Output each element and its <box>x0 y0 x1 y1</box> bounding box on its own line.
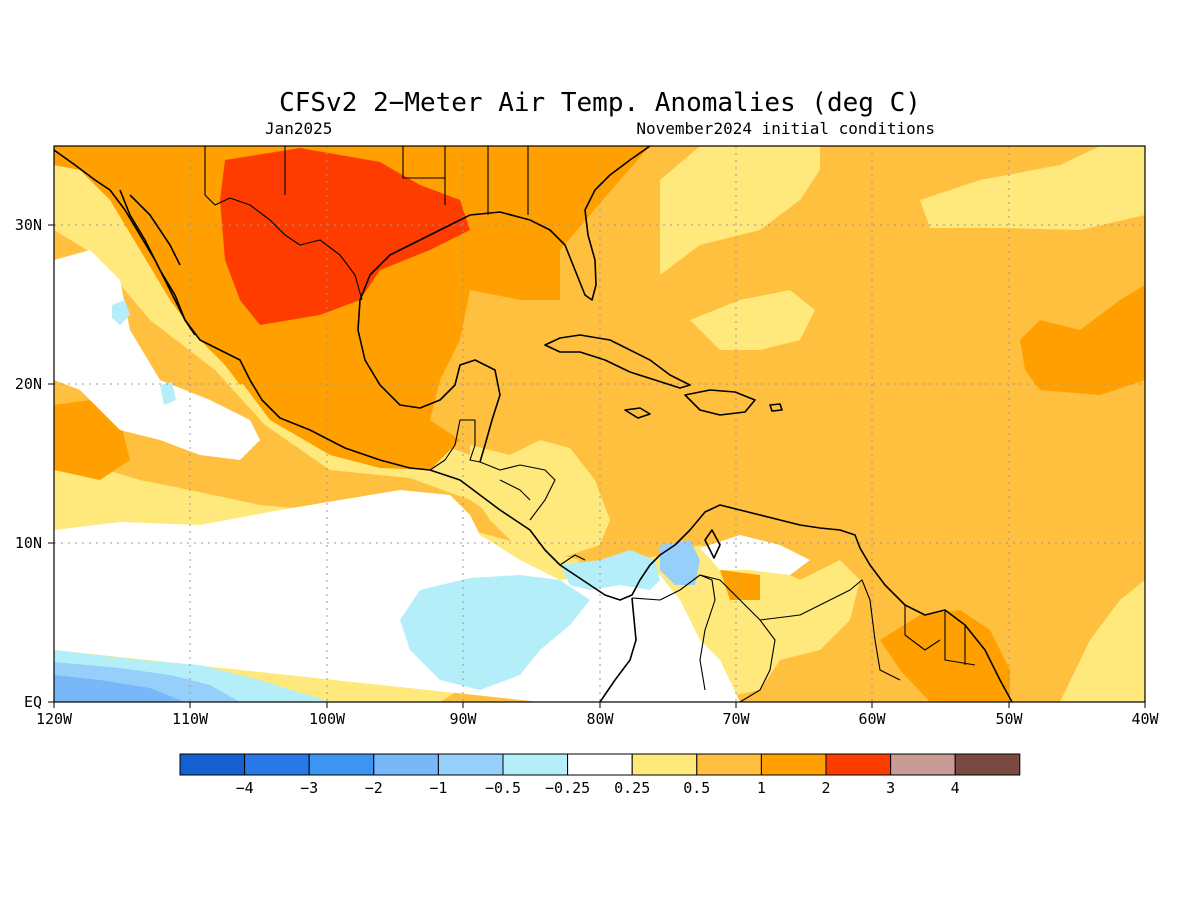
political-borders <box>204 146 976 702</box>
colorbar-swatch <box>631 753 698 776</box>
colorbar-label: −0.5 <box>485 779 521 797</box>
colorbar-label: 1 <box>757 779 766 797</box>
anomaly-fill-neutral-caribbean-coast <box>700 535 810 575</box>
colorbar-swatch <box>567 753 633 776</box>
lon-label: 120W <box>36 710 73 728</box>
colorbar-swatch <box>825 753 892 776</box>
colorbar-label: −0.25 <box>545 779 590 797</box>
lon-label: 70W <box>722 710 750 728</box>
anomaly-fill-warm-atlantic <box>1020 285 1145 395</box>
anomaly-fill-warm-colombia <box>720 570 760 600</box>
colorbar: −4 −3 −2 −1 −0.5 −0.25 0.25 0.5 1 2 3 4 <box>179 753 1021 797</box>
colorbar-swatch <box>373 753 439 776</box>
anomaly-fill-hot-texas <box>220 148 470 325</box>
colorbar-label: 4 <box>951 779 960 797</box>
anomaly-fill-neutral-pacific-south <box>54 490 740 702</box>
anomaly-fill-pale-east-1 <box>660 146 820 275</box>
valid-month-label: Jan2025 <box>265 119 332 138</box>
lat-label: 10N <box>15 534 42 552</box>
anomaly-fill-pale-east-4 <box>1060 580 1145 702</box>
colorbar-swatch <box>890 753 956 776</box>
colorbar-swatch <box>308 753 375 776</box>
lon-label: 60W <box>858 710 886 728</box>
colorbar-label: −3 <box>300 779 318 797</box>
coastlines <box>54 146 1013 702</box>
colorbar-label: 2 <box>821 779 830 797</box>
colorbar-label: −2 <box>365 779 383 797</box>
longitude-labels: 120W 110W 100W 90W 80W 70W 60W 50W 40W <box>36 710 1160 728</box>
anomaly-fill-cool-deep-pacific <box>54 675 185 702</box>
colorbar-label: −1 <box>429 779 447 797</box>
anomaly-fill-pale-caribbean <box>470 440 610 560</box>
colorbar-label: 0.5 <box>683 779 710 797</box>
axis-ticks <box>48 224 1146 708</box>
colorbar-label: −4 <box>236 779 254 797</box>
anomaly-fill-neutral-pacific-north <box>54 250 260 460</box>
colorbar-swatch <box>244 753 310 776</box>
map-panel <box>54 146 1145 702</box>
lon-label: 80W <box>586 710 614 728</box>
lat-label: 30N <box>15 216 42 234</box>
colorbar-swatch <box>502 753 569 776</box>
map-gridlines <box>54 146 1145 702</box>
colorbar-swatch <box>696 753 762 776</box>
lat-label: EQ <box>24 693 42 711</box>
anomaly-fill-pale-east-3 <box>920 146 1145 230</box>
colorbar-swatch <box>179 753 246 776</box>
lon-label: 100W <box>309 710 346 728</box>
lon-label: 110W <box>172 710 209 728</box>
colorbar-label: 0.25 <box>614 779 650 797</box>
colorbar-swatch <box>954 753 1021 776</box>
initial-conditions-label: November2024 initial conditions <box>636 119 935 138</box>
colorbar-swatch <box>437 753 504 776</box>
anomaly-fill-warm-mexico-gulf <box>54 146 650 470</box>
lon-label: 50W <box>995 710 1023 728</box>
lon-label: 90W <box>449 710 477 728</box>
latitude-labels: EQ 10N 20N 30N <box>15 216 42 711</box>
anomaly-fill-cool-light-pacific <box>54 300 660 702</box>
figure-title: CFSv2 2−Meter Air Temp. Anomalies (deg C… <box>279 88 921 118</box>
anomaly-fill-pale-east-2 <box>690 290 815 350</box>
lat-label: 20N <box>15 375 42 393</box>
lon-label: 40W <box>1131 710 1159 728</box>
colorbar-swatch <box>760 753 827 776</box>
colorbar-label: 3 <box>886 779 895 797</box>
